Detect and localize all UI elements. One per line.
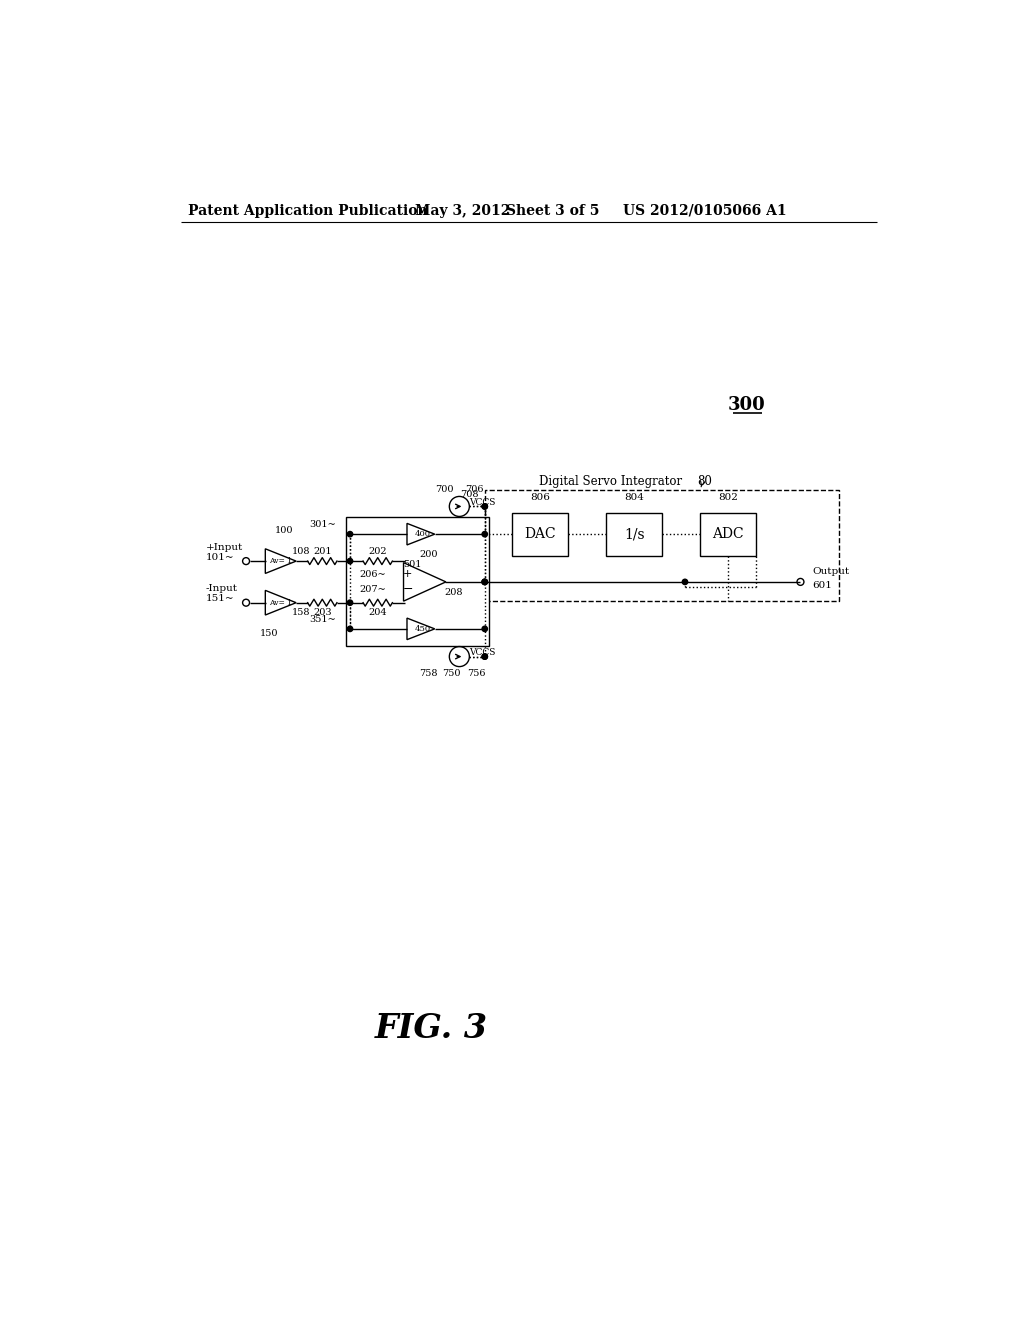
Text: +Input: +Input <box>206 543 244 552</box>
Text: 802: 802 <box>718 492 738 502</box>
Text: 206~: 206~ <box>359 570 386 578</box>
Text: Av= 1: Av= 1 <box>269 599 292 607</box>
Text: Patent Application Publication: Patent Application Publication <box>188 203 428 218</box>
Text: -Input: -Input <box>206 585 238 593</box>
Text: 756: 756 <box>467 669 485 678</box>
Circle shape <box>482 579 487 585</box>
Circle shape <box>482 504 487 510</box>
Text: 400: 400 <box>415 531 430 539</box>
Text: May 3, 2012: May 3, 2012 <box>416 203 511 218</box>
Text: 700: 700 <box>435 484 454 494</box>
Text: ADC: ADC <box>713 527 743 541</box>
Text: 101~: 101~ <box>206 553 234 562</box>
Bar <box>512 512 568 556</box>
Text: 158: 158 <box>292 609 310 618</box>
Text: 100: 100 <box>274 525 293 535</box>
Text: 300: 300 <box>728 396 765 413</box>
Circle shape <box>482 653 487 659</box>
Text: 108: 108 <box>292 546 310 556</box>
Circle shape <box>482 532 487 537</box>
Text: 351~: 351~ <box>309 615 336 624</box>
Text: 201: 201 <box>313 546 332 556</box>
Text: 151~: 151~ <box>206 594 234 603</box>
Text: Sheet 3 of 5: Sheet 3 of 5 <box>506 203 599 218</box>
Text: 450: 450 <box>415 624 430 632</box>
Text: 202: 202 <box>369 546 387 556</box>
Text: 204: 204 <box>369 609 387 618</box>
Text: Digital Servo Integrator: Digital Servo Integrator <box>539 475 682 488</box>
Text: 207~: 207~ <box>359 585 386 594</box>
Text: 203: 203 <box>313 609 332 618</box>
Text: 601: 601 <box>812 581 831 590</box>
Text: VCCS: VCCS <box>469 498 496 507</box>
Text: 758: 758 <box>419 669 438 678</box>
Text: US 2012/0105066 A1: US 2012/0105066 A1 <box>624 203 787 218</box>
Text: +: + <box>403 569 413 579</box>
Text: 806: 806 <box>530 492 550 502</box>
Circle shape <box>482 579 487 585</box>
Text: 706: 706 <box>466 484 484 494</box>
Text: 208: 208 <box>444 589 463 597</box>
Bar <box>606 512 662 556</box>
Text: 150: 150 <box>260 630 279 638</box>
Circle shape <box>347 532 352 537</box>
Text: DAC: DAC <box>524 527 556 541</box>
Text: Output: Output <box>812 568 849 577</box>
Text: 501: 501 <box>403 561 422 569</box>
Text: Av= 1: Av= 1 <box>269 557 292 565</box>
Text: 804: 804 <box>625 492 644 502</box>
Text: 301~: 301~ <box>309 520 336 529</box>
Circle shape <box>482 653 487 659</box>
Circle shape <box>482 579 487 585</box>
Circle shape <box>347 601 352 606</box>
Bar <box>484 490 839 601</box>
Circle shape <box>482 504 487 510</box>
Text: 750: 750 <box>442 669 461 678</box>
Text: 1/s: 1/s <box>624 527 644 541</box>
Circle shape <box>347 558 352 564</box>
Text: −: − <box>402 583 413 597</box>
Text: 708: 708 <box>460 491 478 499</box>
Circle shape <box>682 579 688 585</box>
Text: 80: 80 <box>697 475 712 488</box>
Bar <box>346 517 488 645</box>
Text: VCCS: VCCS <box>469 648 496 657</box>
Bar <box>700 512 756 556</box>
Text: FIG. 3: FIG. 3 <box>375 1012 487 1045</box>
Circle shape <box>347 626 352 631</box>
Text: 200: 200 <box>419 550 438 560</box>
Circle shape <box>482 626 487 631</box>
